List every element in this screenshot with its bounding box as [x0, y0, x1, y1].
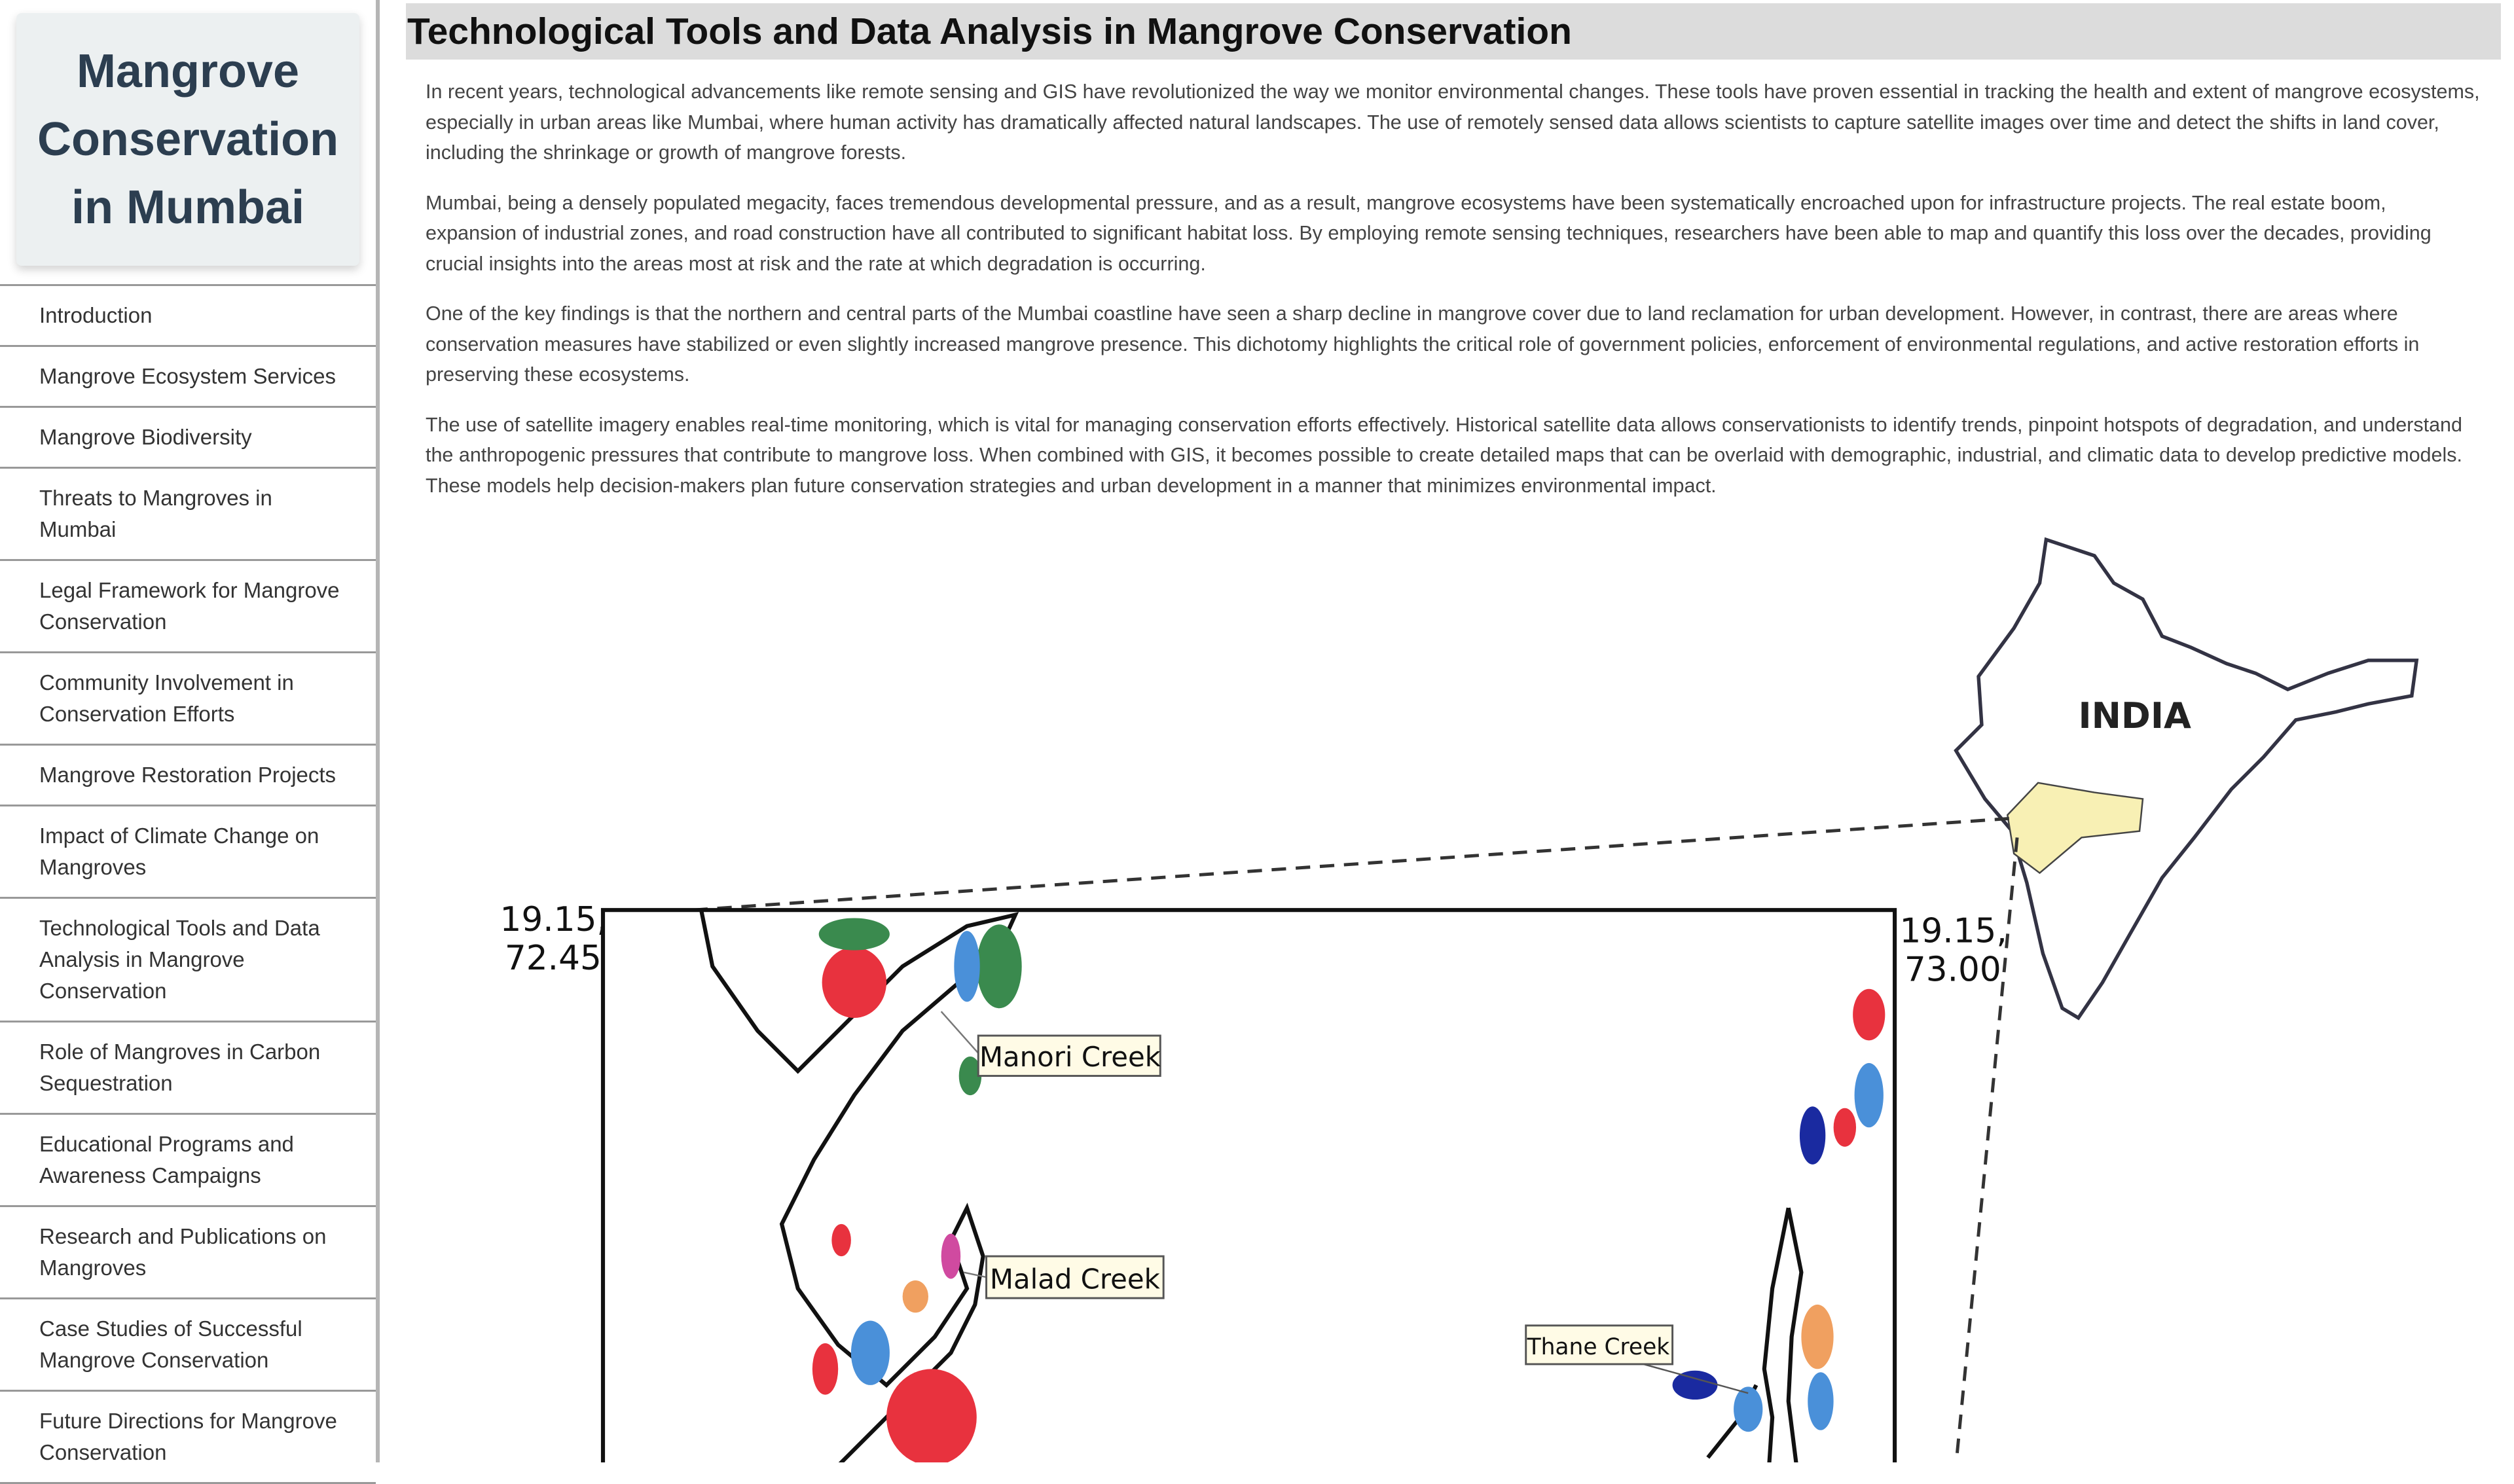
map-image: INDIA Manori Creek [500, 537, 2419, 1462]
nav-item[interactable]: Case Studies of Successful Mangrove Cons… [0, 1299, 376, 1392]
nav-item[interactable]: Threats to Mangroves in Mumbai [0, 469, 376, 561]
nav-item[interactable]: Future Directions for Mangrove Conservat… [0, 1392, 376, 1484]
paragraph: One of the key findings is that the nort… [426, 302, 2420, 386]
paragraph: The use of satellite imagery enables rea… [426, 413, 2462, 497]
nav-item[interactable]: Technological Tools and Data Analysis in… [0, 899, 376, 1023]
nav-item[interactable]: Legal Framework for Mangrove Conservatio… [0, 561, 376, 653]
nav-item[interactable]: Introduction [0, 286, 376, 347]
nav-item[interactable]: Role of Mangroves in Carbon Sequestratio… [0, 1023, 376, 1115]
creek-labels: Manori Creek Malad Creek Thane Creek [940, 1011, 1749, 1394]
coordinate-label: 19.15, [500, 900, 608, 939]
sidebar: Mangrove Conservation in Mumbai Introduc… [0, 0, 380, 1484]
nav-item[interactable]: Mangrove Ecosystem Services [0, 347, 376, 408]
coordinate-label: 72.45 [505, 939, 602, 978]
nav-item[interactable]: Mangrove Biodiversity [0, 408, 376, 469]
nav-item[interactable]: Educational Programs and Awareness Campa… [0, 1115, 376, 1207]
country-label: INDIA [2078, 695, 2191, 736]
title-box: Mangrove Conservation in Mumbai [16, 13, 359, 266]
creek-label: Malad Creek [990, 1263, 1161, 1295]
coordinate-labels: 19.15, 72.45 19.15, 73.00 [500, 900, 2007, 989]
mangrove-patches [812, 918, 1886, 1462]
nav-item[interactable]: Impact of Climate Change on Mangroves [0, 806, 376, 899]
paragraph: Mumbai, being a densely populated megaci… [426, 191, 2432, 275]
india-outline: INDIA [1954, 537, 2419, 1021]
callout-lines [693, 816, 2019, 1462]
nav-list: Introduction Mangrove Ecosystem Services M… [0, 284, 376, 1484]
paragraphs: In recent years, technological advanceme… [406, 60, 2501, 501]
coordinate-label: 73.00 [1904, 950, 2001, 989]
section-heading: Technological Tools and Data Analysis in… [406, 3, 2501, 60]
main-content: Technological Tools and Data Analysis in… [406, 3, 2501, 520]
nav-item[interactable]: Mangrove Restoration Projects [0, 746, 376, 806]
creek-label: Thane Creek [1527, 1334, 1670, 1360]
nav-item[interactable]: Community Involvement in Conservation Ef… [0, 653, 376, 746]
coordinate-label: 19.15, [1899, 911, 2007, 950]
site-title: Mangrove Conservation in Mumbai [37, 45, 339, 234]
nav-item[interactable]: Research and Publications on Mangroves [0, 1207, 376, 1299]
creek-label: Manori Creek [979, 1041, 1161, 1073]
paragraph: In recent years, technological advanceme… [426, 81, 2480, 164]
